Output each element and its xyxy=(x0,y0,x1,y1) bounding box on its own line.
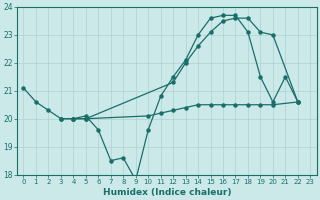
X-axis label: Humidex (Indice chaleur): Humidex (Indice chaleur) xyxy=(103,188,231,197)
